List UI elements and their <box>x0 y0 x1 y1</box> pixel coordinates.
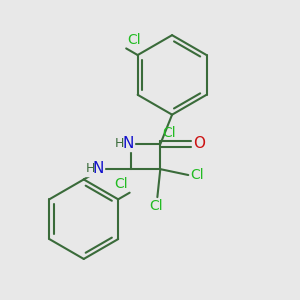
Text: Cl: Cl <box>149 200 163 214</box>
Text: N: N <box>122 136 134 151</box>
Text: H: H <box>115 137 124 150</box>
Text: Cl: Cl <box>128 33 141 47</box>
Text: H: H <box>85 162 95 175</box>
Text: Cl: Cl <box>162 126 176 140</box>
Bar <box>85 163 104 176</box>
Text: Cl: Cl <box>115 177 128 191</box>
Text: O: O <box>194 136 206 151</box>
Text: N: N <box>93 161 104 176</box>
Bar <box>115 138 134 151</box>
Text: Cl: Cl <box>190 168 204 182</box>
